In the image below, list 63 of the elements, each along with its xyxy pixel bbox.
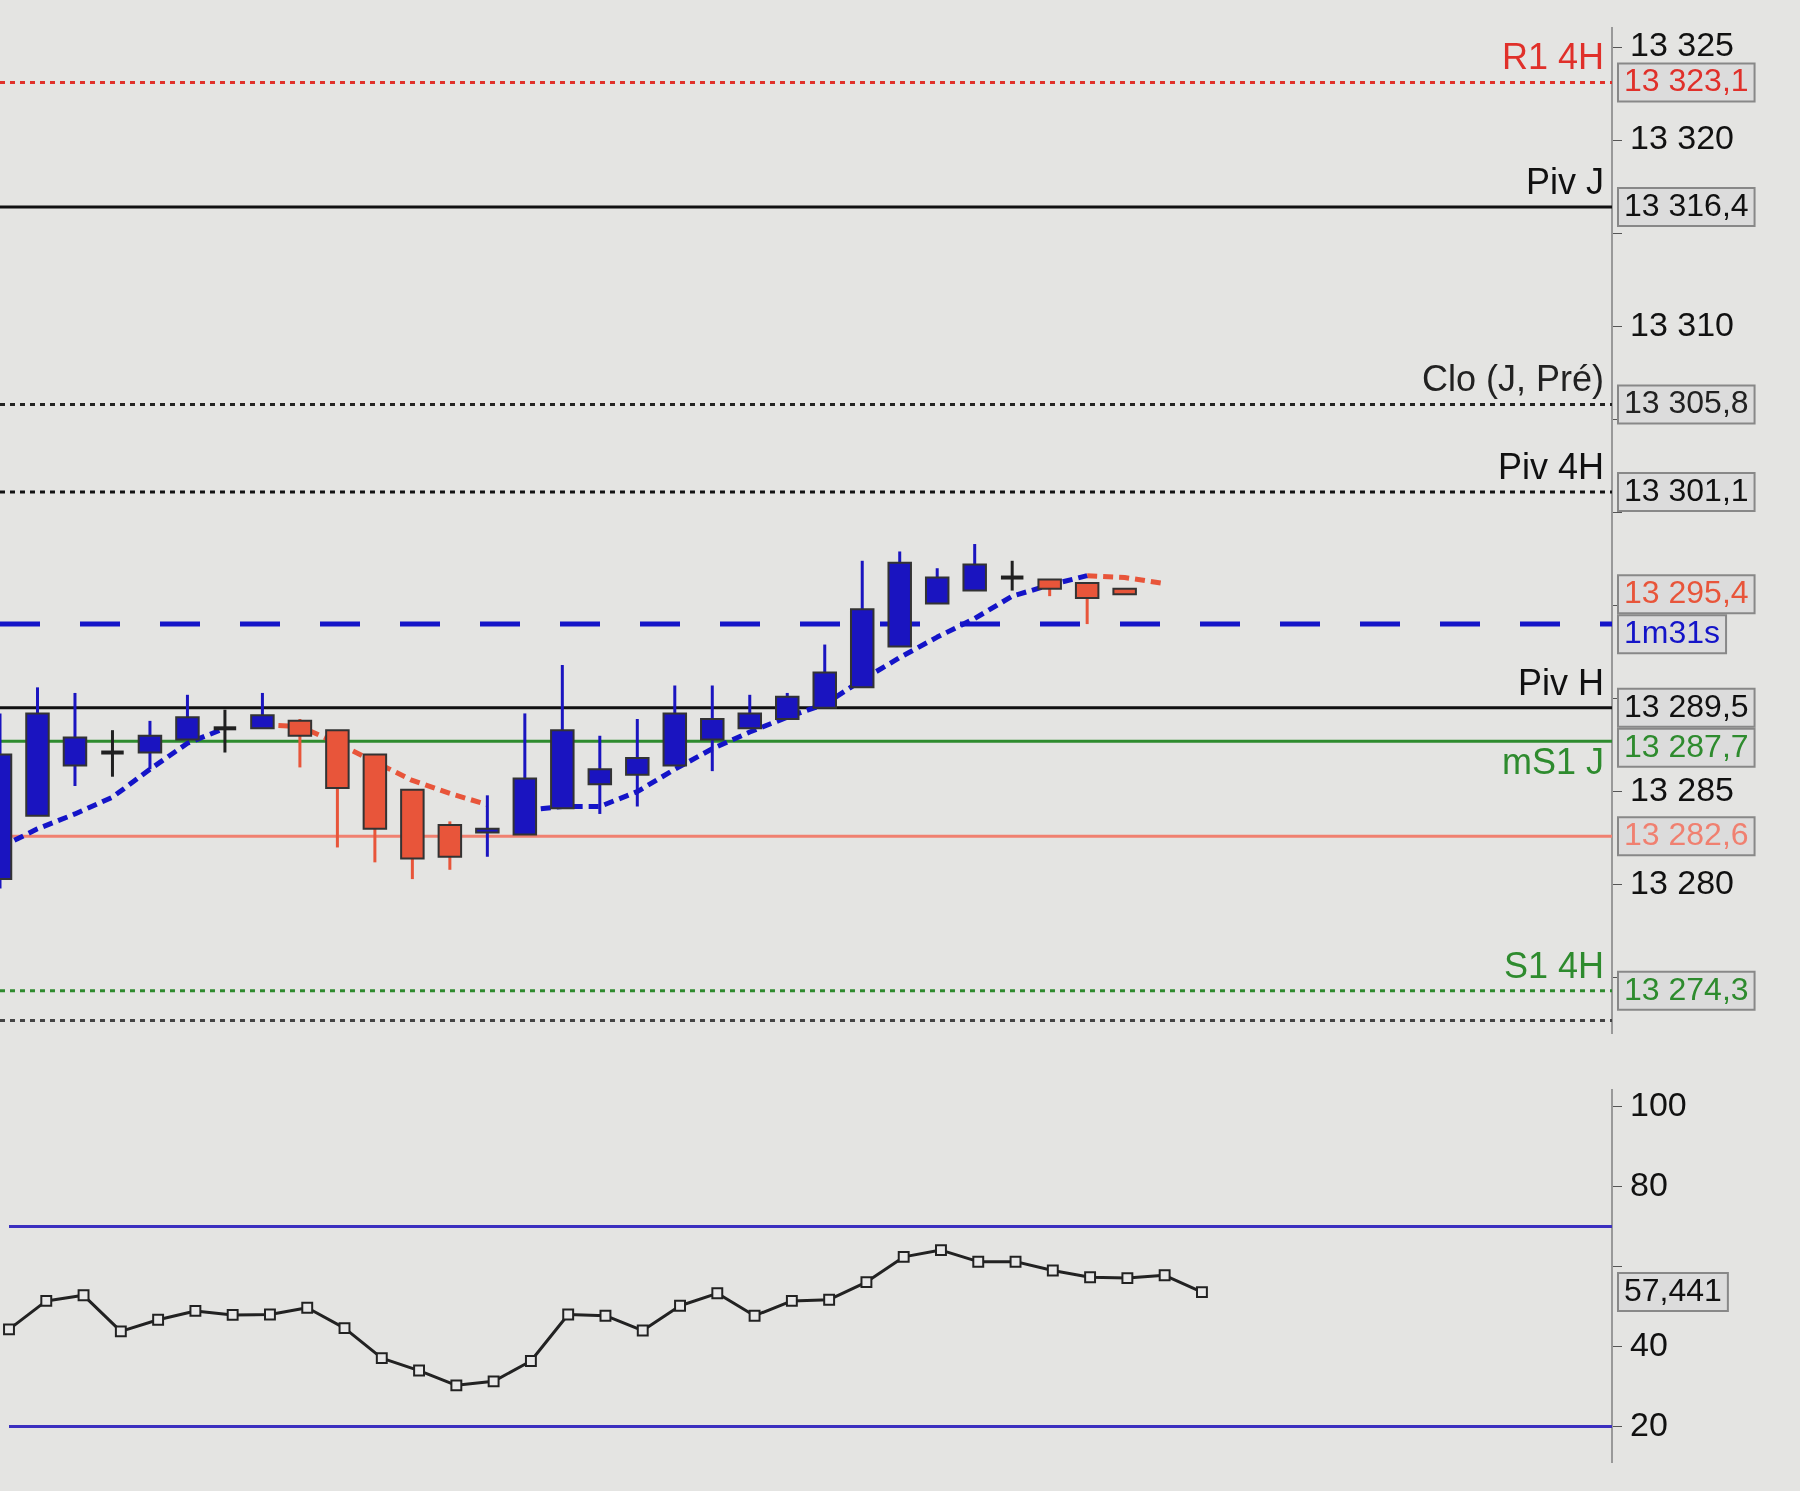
point [152,1313,165,1326]
point [40,1294,53,1307]
ref-line-label: R1 4H [1501,36,1604,78]
text: 13 301,1 [1624,471,1749,508]
text: 13 323,1 [1624,62,1749,99]
point [674,1299,686,1312]
point [301,1301,314,1314]
ref-line-label: mS1 J [1501,741,1604,783]
point [860,1276,873,1289]
y-tick-label: 13 285 [1630,769,1734,808]
candlestick [101,730,124,777]
candlestick [1000,559,1024,591]
ref-line-label: Piv J [1525,161,1604,203]
y-tick-label: 40 [1630,1324,1668,1363]
point [1158,1269,1171,1282]
point [226,1308,239,1321]
ref-line-label: Clo (J, Pré) [1421,358,1604,400]
point [1195,1286,1208,1299]
point [114,1325,127,1338]
y-tick-label: 20 [1630,1404,1668,1443]
point [450,1379,463,1392]
point [636,1324,649,1337]
point [785,1294,798,1307]
point [189,1304,202,1317]
text: 13 316,4 [1624,186,1749,223]
point [77,1289,90,1302]
y-tick-label: 13 325 [1630,25,1734,64]
y-tick-label: 13 280 [1630,863,1734,902]
text: 13 287,7 [1624,727,1749,764]
y-tick-label: 13 310 [1630,304,1734,343]
point [748,1309,761,1322]
point [3,1323,15,1336]
text: 1m31s [1624,614,1721,651]
text: 57,441 [1624,1271,1722,1308]
ref-line-label: Piv H [1517,661,1604,703]
ref-line-label: Piv 4H [1497,445,1604,487]
point [599,1309,612,1322]
y-tick-label: 100 [1630,1084,1687,1123]
point [338,1322,351,1335]
y-tick-label: 80 [1630,1164,1668,1203]
point [935,1244,947,1257]
point [823,1293,836,1306]
point [1009,1255,1022,1268]
point [264,1308,276,1321]
text: 13 295,4 [1624,574,1749,611]
text: 13 274,3 [1624,970,1749,1007]
candlestick [213,709,237,753]
point [1121,1272,1134,1285]
point [487,1375,500,1388]
point [375,1352,388,1365]
point [1046,1264,1059,1277]
point [897,1250,910,1263]
point [972,1255,985,1268]
point [524,1355,537,1367]
point [711,1287,724,1300]
point [413,1364,426,1377]
text: 13 289,5 [1624,687,1749,724]
ref-line-label: S1 4H [1503,944,1604,986]
text: 13 305,8 [1624,384,1749,421]
text: 13 282,6 [1624,816,1749,853]
point [562,1308,575,1321]
point [1084,1271,1097,1284]
y-tick-label: 13 320 [1630,118,1734,157]
